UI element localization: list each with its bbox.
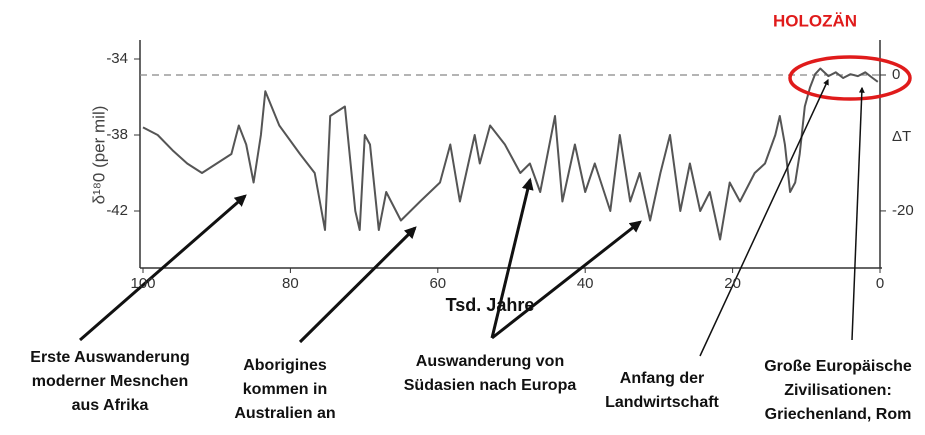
x-tick-label: 40: [577, 275, 594, 292]
annotation: Erste Auswanderung: [30, 349, 189, 366]
highlight-label: HOLOZÄN: [773, 11, 857, 30]
annotation: Aborigines: [243, 357, 327, 374]
annotation: Auswanderung von: [416, 353, 564, 370]
annotation: Landwirtschaft: [605, 394, 719, 411]
y-axis-label: δ¹⁸0 (per mil): [89, 106, 108, 205]
x-tick-label: 100: [130, 275, 155, 292]
x-tick-label: 20: [724, 275, 741, 292]
annotation: Anfang der: [620, 370, 704, 387]
annotation: Südasien nach Europa: [404, 377, 577, 394]
annotation: Griechenland, Rom: [765, 406, 912, 423]
y-tick-label: -38: [106, 126, 128, 143]
x-tick-label: 0: [876, 275, 884, 292]
x-axis-label: Tsd. Jahre: [446, 295, 535, 315]
annotation: aus Afrika: [72, 397, 149, 414]
x-tick-label: 60: [429, 275, 446, 292]
y-tick-label: -42: [106, 202, 128, 219]
y2-tick-label: -20: [892, 202, 914, 219]
x-tick-label: 80: [282, 275, 299, 292]
highlight-ellipse: [788, 55, 912, 101]
arrows: [79, 78, 865, 357]
annotation: Zivilisationen:: [784, 382, 892, 399]
y-tick-label: -34: [106, 50, 128, 67]
annotation: moderner Mesnchen: [32, 373, 188, 390]
y2-axis-label: ΔT: [892, 128, 911, 145]
y2-tick-label: 0: [892, 66, 900, 83]
data-line: [142, 67, 879, 241]
annotation: kommen in: [243, 381, 327, 398]
annotation: Große Europäische: [764, 358, 912, 375]
annotation: Australien an: [234, 405, 335, 422]
